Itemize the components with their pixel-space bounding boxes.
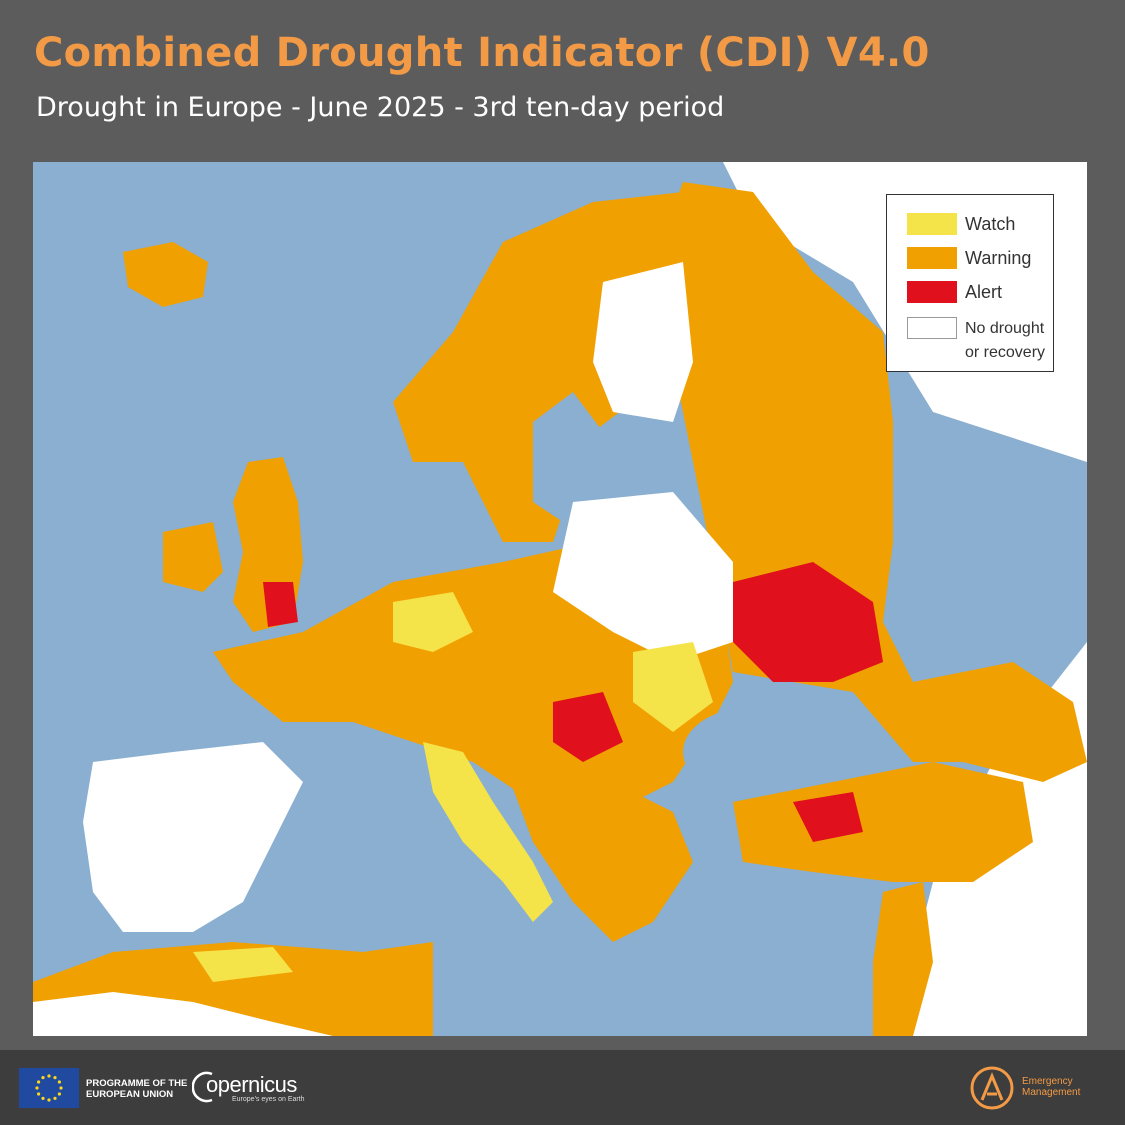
land-iberia (83, 742, 303, 932)
drought-map: Watch Warning Alert No drought or recove… (33, 162, 1087, 1036)
legend-label-alert: Alert (965, 282, 1003, 302)
copernicus-tagline: Europe's eyes on Earth (232, 1096, 305, 1103)
em-text-line1: Emergency (1022, 1076, 1073, 1087)
land-ireland (163, 522, 223, 592)
page-title: Combined Drought Indicator (CDI) V4.0 (34, 30, 930, 76)
em-text-line2: Management (1022, 1087, 1081, 1098)
land-italy (423, 742, 553, 922)
legend-swatch-warning (907, 247, 957, 269)
footer: PROGRAMME OF THE EUROPEAN UNION opernicu… (0, 1050, 1125, 1125)
eu-text-line1: PROGRAMME OF THE (86, 1078, 188, 1089)
legend-swatch-watch (907, 213, 957, 235)
land-turkey (733, 762, 1033, 882)
legend-label-no-drought: No drought (965, 320, 1045, 337)
alert-patch-england (263, 582, 298, 627)
eu-flag-icon (19, 1068, 79, 1108)
alert-patch-turkey (793, 792, 863, 842)
copernicus-name: opernicus (206, 1072, 297, 1097)
legend-label-recovery: or recovery (965, 344, 1046, 361)
alert-patch-ukraine (733, 562, 883, 682)
legend-label-warning: Warning (965, 248, 1032, 268)
copernicus-logo-icon: opernicus Europe's eyes on Earth (192, 1071, 305, 1103)
watch-patch-2 (633, 642, 713, 732)
watch-patch-3 (193, 947, 293, 982)
legend-item-watch: Watch (907, 213, 1015, 235)
eu-text-line2: EUROPEAN UNION (86, 1089, 174, 1100)
legend-item-alert: Alert (907, 281, 1002, 303)
land-levant (873, 882, 933, 1036)
land-sahara (33, 992, 333, 1036)
watch-patch-1 (393, 592, 473, 652)
sea-black (683, 707, 823, 797)
eu-programme-text: PROGRAMME OF THE EUROPEAN UNION (86, 1078, 196, 1100)
land-finland (593, 262, 693, 422)
legend-label-watch: Watch (965, 214, 1016, 234)
legend-item-warning: Warning (907, 247, 1031, 269)
alert-patch-hungary (553, 692, 623, 762)
land-balkans (503, 762, 693, 942)
page-subtitle: Drought in Europe - June 2025 - 3rd ten-… (36, 92, 725, 123)
legend-swatch-no-drought (907, 317, 957, 339)
sea-baltic (533, 392, 603, 522)
legend-item-no-drought: No drought or recovery (907, 317, 1045, 365)
land-iceland (123, 242, 208, 307)
emergency-management-text: Emergency Management (1022, 1076, 1080, 1098)
legend-swatch-alert (907, 281, 957, 303)
land-poland-belarus (553, 492, 733, 662)
map-legend: Watch Warning Alert No drought or recove… (886, 194, 1054, 372)
emergency-management-icon (968, 1064, 1016, 1112)
